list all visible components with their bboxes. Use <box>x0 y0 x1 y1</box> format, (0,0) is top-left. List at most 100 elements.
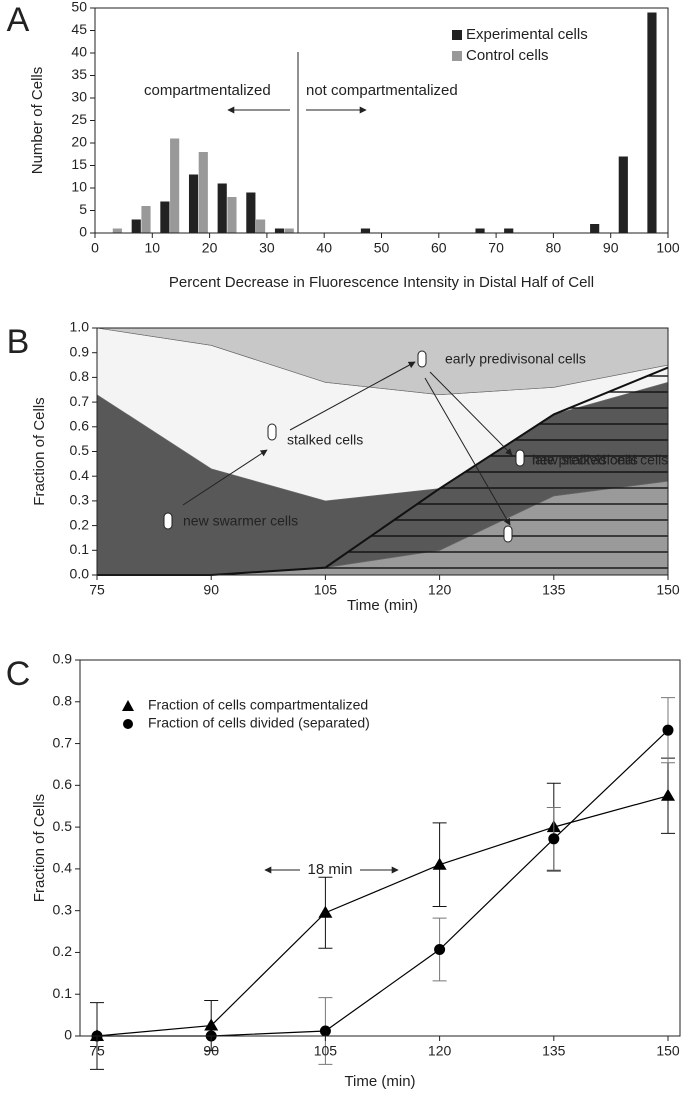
annotation: new stalked cells <box>532 452 638 468</box>
y-tick-label: 0.9 <box>70 343 90 359</box>
x-tick-label: 75 <box>89 582 105 598</box>
x-tick-label: 90 <box>203 582 219 598</box>
y-tick-label: 0.8 <box>53 692 73 708</box>
bar <box>618 156 628 233</box>
x-tick-label: 10 <box>145 240 161 256</box>
region-label: stalked cells <box>287 432 363 448</box>
y-tick-label: 0.6 <box>53 776 73 792</box>
legend-swatch <box>452 30 462 40</box>
y-tick-label: 0.7 <box>70 393 90 409</box>
line <box>97 729 669 1037</box>
hatched-area <box>97 367 668 575</box>
x-tick-label: 105 <box>314 582 338 598</box>
bar <box>590 224 600 233</box>
x-tick-label: 50 <box>374 240 390 256</box>
panel-label: A <box>7 1 30 39</box>
x-tick-label: 120 <box>428 1043 452 1059</box>
y-tick-label: 0.0 <box>70 566 90 582</box>
y-tick-label: 0.2 <box>53 943 73 959</box>
y-tick-label: 50 <box>71 0 87 15</box>
marker <box>434 944 446 956</box>
y-tick-label: 0.2 <box>70 516 90 532</box>
bar <box>246 192 256 233</box>
x-tick-label: 30 <box>259 240 275 256</box>
bar <box>198 152 208 233</box>
annotation: compartmentalized <box>144 82 271 99</box>
legend-label: Fraction of cells divided (separated) <box>148 715 370 731</box>
arrow <box>429 371 513 456</box>
x-tick-label: 80 <box>546 240 562 256</box>
y-tick-label: 0.3 <box>53 901 73 917</box>
bar <box>360 228 371 233</box>
y-tick-label: 0.9 <box>53 651 73 667</box>
x-tick-label: 0 <box>91 240 99 256</box>
y-tick-label: 0.5 <box>53 818 73 834</box>
y-tick-label: 0.3 <box>70 492 90 508</box>
marker <box>204 1018 219 1031</box>
marker <box>318 905 333 918</box>
legend-marker <box>122 700 134 711</box>
y-axis-title: Number of Cells <box>29 67 46 175</box>
line <box>96 795 669 1037</box>
y-tick-label: 15 <box>71 156 87 172</box>
arrow <box>289 361 416 431</box>
y-axis-title: Fraction of Cells <box>31 397 48 505</box>
y-tick-label: 40 <box>71 44 87 60</box>
y-tick-label: 35 <box>71 66 87 82</box>
cell-icon <box>267 423 277 441</box>
x-axis-title: Time (min) <box>347 597 418 614</box>
marker <box>548 833 560 845</box>
region-label: new swarmer cells <box>183 513 298 529</box>
cell-icon <box>515 449 525 467</box>
y-tick-label: 45 <box>71 21 87 37</box>
bar <box>131 219 141 233</box>
y-tick-label: 0.6 <box>70 418 90 434</box>
bar <box>504 228 514 233</box>
x-tick-label: 40 <box>316 240 332 256</box>
x-axis-title: Percent Decrease in Fluorescence Intensi… <box>169 274 594 291</box>
y-tick-label: 0.8 <box>70 368 90 384</box>
x-tick-label: 70 <box>488 240 504 256</box>
marker <box>319 1025 331 1037</box>
x-tick-label: 135 <box>542 1043 566 1059</box>
legend-swatch <box>452 51 462 61</box>
y-tick-label: 0 <box>79 224 87 240</box>
marker <box>661 788 675 801</box>
x-tick-label: 120 <box>428 582 452 598</box>
bar <box>160 201 170 233</box>
annotation: not compartmentalized <box>306 82 458 99</box>
x-tick-label: 150 <box>656 1043 680 1059</box>
x-tick-label: 150 <box>656 582 680 598</box>
bar <box>112 228 122 233</box>
bar <box>141 206 151 233</box>
x-tick-label: 135 <box>542 582 566 598</box>
y-tick-label: 10 <box>71 179 87 195</box>
legend-marker <box>123 719 133 729</box>
y-tick-label: 0.4 <box>53 860 73 876</box>
y-tick-label: 30 <box>71 89 87 105</box>
legend-label: Fraction of cells compartmentalized <box>148 697 368 713</box>
cell-icon <box>503 525 513 543</box>
y-axis-title: Fraction of Cells <box>31 794 48 902</box>
annotation: 18 min <box>307 861 352 878</box>
bar <box>188 174 199 233</box>
x-tick-label: 60 <box>431 240 447 256</box>
x-tick-label: 90 <box>203 1043 219 1059</box>
x-tick-label: 20 <box>202 240 218 256</box>
y-tick-label: 0.4 <box>70 467 90 483</box>
bar <box>227 197 237 233</box>
cell-icon <box>163 512 173 530</box>
y-tick-label: 25 <box>71 111 87 127</box>
x-tick-label: 105 <box>314 1043 338 1059</box>
marker <box>432 857 447 870</box>
legend-label: Experimental cells <box>466 26 588 43</box>
bar <box>170 138 180 233</box>
bar <box>284 228 294 233</box>
marker <box>662 724 674 736</box>
y-tick-label: 0.5 <box>70 442 90 458</box>
y-tick-label: 0.7 <box>53 734 73 750</box>
bar <box>475 228 485 233</box>
plot-frame <box>79 659 681 1037</box>
region-label: late predivisional cells <box>532 452 668 468</box>
